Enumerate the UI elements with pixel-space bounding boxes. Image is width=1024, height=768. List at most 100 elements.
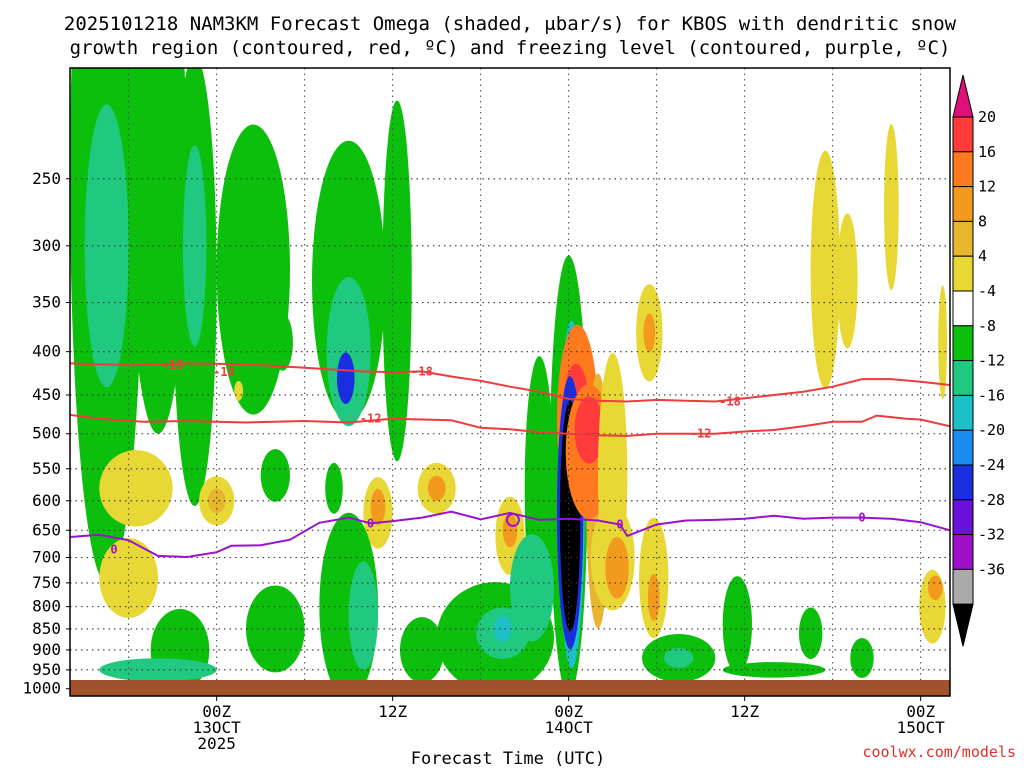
- x-tick-label-0-0: 00Z: [202, 702, 231, 721]
- colorbar-label-13: -36: [978, 560, 1005, 578]
- y-tick-label-13: 900: [32, 640, 61, 659]
- x-tick-label-0-2: 2025: [197, 734, 236, 753]
- y-tick-label-9: 700: [32, 548, 61, 567]
- omega-shade-38: [207, 488, 226, 514]
- ground-surface-bar: [70, 680, 950, 696]
- omega-shade-34: [427, 475, 446, 502]
- grid-lines: [70, 68, 950, 696]
- omega-shade-57: [884, 123, 899, 291]
- omega-shade-10: [272, 313, 293, 371]
- contour-label-0-0: -18: [162, 358, 184, 372]
- contour-label-1-1: -12: [690, 427, 712, 441]
- colorbar-label-4: 4: [978, 247, 987, 265]
- omega-shade-59: [837, 213, 858, 349]
- colorbar-segment-9: [952, 429, 974, 466]
- y-tick-label-15: 1000: [22, 679, 61, 698]
- x-tick-label-0-1: 13OCT: [193, 718, 242, 737]
- y-tick-label-6: 550: [32, 459, 61, 478]
- y-tick-label-5: 500: [32, 424, 61, 443]
- omega-shade-53: [722, 576, 752, 674]
- y-tick-label-7: 600: [32, 491, 61, 510]
- colorbar-label-1: 16: [978, 143, 996, 161]
- colorbar-label-5: -4: [978, 282, 996, 300]
- y-tick-label-2: 350: [32, 293, 61, 312]
- contour-label-0-1: -18: [213, 365, 235, 379]
- omega-shading: [70, 68, 948, 696]
- colorbar-label-2: 12: [978, 178, 996, 196]
- x-tick-label-4-1: 15OCT: [897, 718, 946, 737]
- colorbar-label-6: -8: [978, 317, 996, 335]
- y-tick-label-8: 650: [32, 520, 61, 539]
- omega-shade-1: [84, 104, 129, 388]
- colorbar-segment-12: [952, 534, 974, 570]
- colorbar-segment-11: [952, 499, 974, 536]
- contour-label-2-1: 0: [367, 516, 374, 530]
- x-tick-label-1-0: 12Z: [378, 702, 407, 721]
- omega-shade-9: [382, 100, 412, 462]
- omega-shade-62: [938, 285, 948, 400]
- plot-frame: [69, 67, 951, 697]
- contour-line-0: [70, 362, 950, 403]
- y-tick-label-12: 850: [32, 619, 61, 638]
- omega-shade-50: [510, 534, 554, 642]
- y-tick-label-4: 450: [32, 385, 61, 404]
- omega-shade-11: [234, 380, 244, 401]
- colorbar-segment-10: [952, 464, 974, 501]
- omega-shade-52: [664, 648, 694, 669]
- omega-shade-4: [182, 145, 207, 347]
- colorbar-segment-6: [952, 325, 974, 362]
- omega-shade-2: [128, 68, 188, 434]
- omega-shade-21: [574, 396, 604, 464]
- omega-shade-24: [605, 537, 629, 599]
- omega-shade-28: [647, 573, 660, 621]
- colorbar-label-0: 20: [978, 108, 996, 126]
- omega-shade-35: [99, 450, 173, 527]
- contour-label-2-3: 0: [858, 511, 865, 525]
- omega-shade-40: [325, 462, 343, 514]
- colorbar-segment-4: [952, 255, 974, 292]
- y-tick-label-14: 950: [32, 660, 61, 679]
- x-tick-label-4-0: 00Z: [906, 702, 935, 721]
- colorbar-segment-0: [952, 116, 974, 153]
- omega-shade-26: [643, 313, 656, 353]
- colorbar-segment-13: [952, 568, 974, 605]
- omega-shade-5: [216, 124, 290, 415]
- contour-label-1-0: -12: [360, 412, 382, 426]
- colorbar-label-11: -28: [978, 491, 1005, 509]
- omega-shade-49: [493, 615, 512, 642]
- contour-label-2-0: 0: [110, 543, 117, 557]
- x-tick-label-2-0: 00Z: [554, 702, 583, 721]
- x-tick-label-2-1: 14OCT: [545, 718, 594, 737]
- colorbar-label-7: -12: [978, 352, 1005, 370]
- y-tick-label-10: 750: [32, 573, 61, 592]
- omega-shade-7: [326, 277, 371, 427]
- colorbar-segment-7: [952, 360, 974, 396]
- omega-shade-32: [370, 488, 386, 525]
- colorbar-label-12: -32: [978, 526, 1005, 544]
- colorbar-top-arrow: [952, 74, 974, 118]
- contour-line-2: [70, 510, 950, 559]
- omega-shade-39: [260, 449, 291, 502]
- omega-shade-54: [798, 607, 823, 659]
- y-tick-label-1: 300: [32, 236, 61, 255]
- omega-shade-55: [850, 638, 874, 679]
- colorbar: 20 16 12 8 4 -4 -8 -12 -16 -20 -24 -28 -32 -36: [952, 74, 1005, 647]
- chart-title-line2: growth region (contoured, red, ºC) and f…: [70, 37, 951, 59]
- colorbar-segment-3: [952, 220, 974, 257]
- freezing-closed-contour: [505, 512, 520, 527]
- contour-label-2-2: 0: [616, 518, 623, 532]
- contour-label-0-2: -18: [411, 364, 433, 378]
- colorbar-segment-8: [952, 394, 974, 431]
- omega-shade-58: [810, 150, 840, 389]
- colorbar-segment-2: [952, 186, 974, 222]
- y-axis: 250 300 350 400 450 500 550 600 650 700 750 800 850 9…: [22, 169, 70, 698]
- contour-line-1: [70, 413, 950, 437]
- omega-shade-43: [246, 585, 305, 673]
- chart-title-line1: 2025101218 NAM3KM Forecast Omega (shaded…: [64, 13, 957, 35]
- colorbar-segment-1: [952, 151, 974, 188]
- credit-text[interactable]: coolwx.com/models: [862, 743, 1016, 761]
- colorbar-label-8: -16: [978, 386, 1005, 404]
- omega-shade-45: [348, 561, 379, 670]
